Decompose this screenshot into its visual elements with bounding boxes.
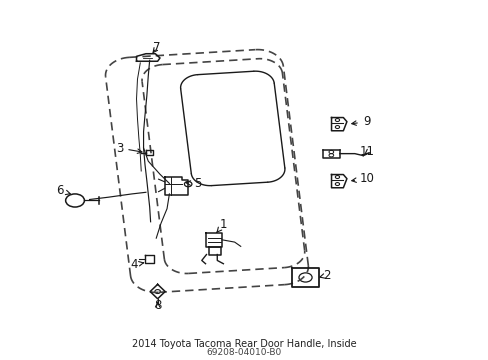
Text: 3: 3 bbox=[116, 141, 142, 154]
Text: 4: 4 bbox=[130, 258, 143, 271]
Text: 2: 2 bbox=[319, 269, 330, 282]
Text: 2014 Toyota Tacoma Rear Door Handle, Inside: 2014 Toyota Tacoma Rear Door Handle, Ins… bbox=[132, 339, 356, 349]
Text: 5: 5 bbox=[186, 177, 201, 190]
Text: 8: 8 bbox=[154, 299, 161, 312]
Text: 69208-04010-B0: 69208-04010-B0 bbox=[206, 348, 282, 357]
Text: 7: 7 bbox=[153, 41, 160, 54]
Text: 10: 10 bbox=[351, 172, 374, 185]
Text: 6: 6 bbox=[56, 184, 70, 197]
Text: 11: 11 bbox=[359, 145, 374, 158]
Text: 1: 1 bbox=[216, 218, 226, 233]
Text: 9: 9 bbox=[351, 115, 369, 129]
